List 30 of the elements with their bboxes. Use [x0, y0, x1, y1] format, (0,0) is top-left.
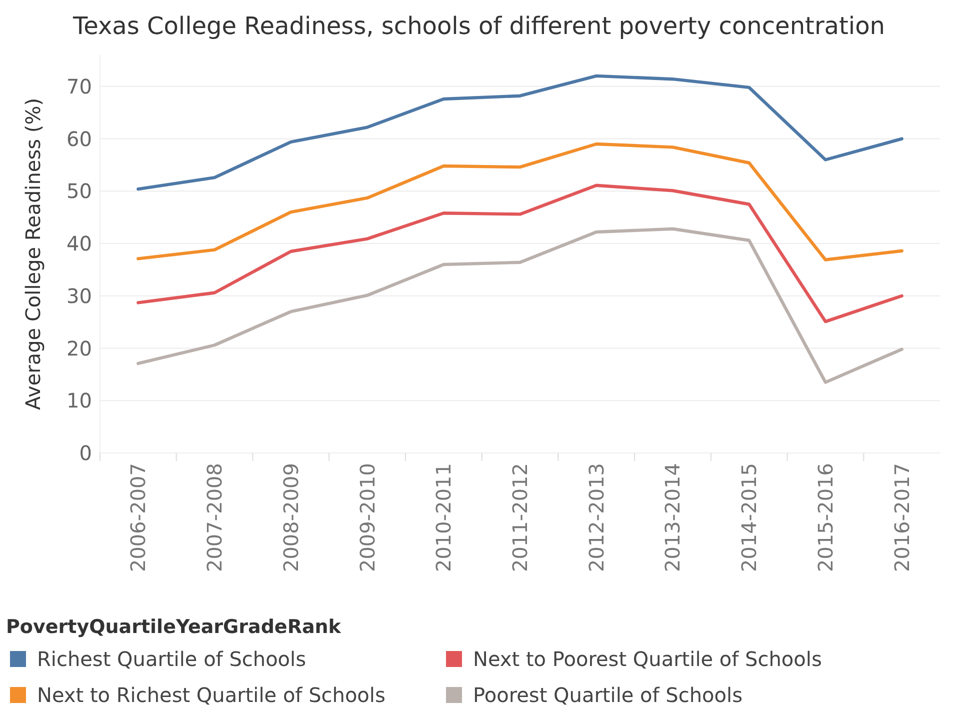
x-tick-label: 2009-2010 [355, 463, 380, 572]
x-tick-label: 2007-2008 [202, 463, 227, 572]
legend-label: Next to Poorest Quartile of Schools [473, 647, 822, 671]
y-tick-label: 40 [66, 232, 92, 256]
legend-title: PovertyQuartileYearGradeRank [6, 616, 342, 638]
line-series [136, 142, 904, 262]
x-tick-label: 2010-2011 [432, 463, 456, 572]
x-tick-label: 2013-2014 [660, 463, 685, 572]
y-tick-label: 30 [66, 284, 92, 308]
line-series [136, 74, 904, 191]
y-tick-label: 70 [66, 74, 92, 98]
y-tick-label: 10 [66, 388, 92, 413]
y-tick-label: 20 [66, 336, 92, 360]
x-tick-label: 2006-2007 [126, 463, 150, 572]
x-tick-label: 2011-2012 [508, 463, 532, 572]
x-tick-label: 2008-2009 [278, 463, 303, 572]
y-tick-label: 0 [79, 441, 92, 465]
line-series [136, 227, 904, 384]
x-tick-label: 2014-2015 [737, 463, 762, 572]
y-tick-label: 50 [66, 179, 92, 204]
chart-title: Texas College Readiness, schools of different poverty concentration [72, 12, 885, 40]
legend-label: Richest Quartile of Schools [37, 647, 306, 671]
y-tick-label: 60 [66, 126, 92, 151]
y-axis-title: Average College Readiness (%) [21, 98, 45, 410]
legend-label: Poorest Quartile of Schools [473, 683, 742, 707]
legend-label: Next to Richest Quartile of Schools [37, 683, 386, 707]
x-tick-label: 2016-2017 [890, 463, 914, 572]
line-series [136, 184, 904, 324]
x-tick-label: 2012-2013 [584, 463, 608, 572]
x-tick-label: 2015-2016 [813, 463, 838, 572]
